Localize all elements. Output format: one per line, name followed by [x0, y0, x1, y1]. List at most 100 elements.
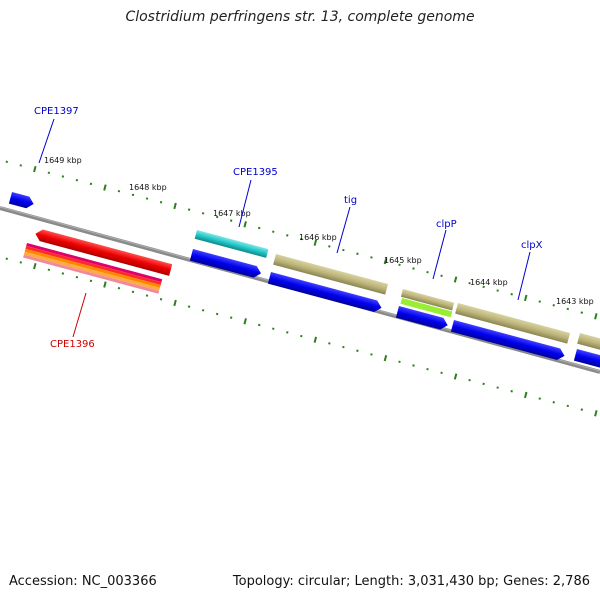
gene-leader-lines: [38, 118, 531, 338]
ruler-label: 1644 kbp: [470, 278, 508, 287]
ruler-major-tick: [313, 239, 318, 246]
ruler-minor-tick: [398, 263, 401, 267]
gene-label-tig: tig: [344, 195, 357, 206]
reverse-strand-features: [23, 229, 173, 294]
ruler-minor-tick: [201, 212, 205, 215]
ruler-minor-tick: [89, 182, 93, 186]
ruler-minor-tick: [510, 293, 513, 296]
ruler-major-tick: [103, 281, 107, 288]
ruler-minor-tick: [215, 312, 219, 316]
ruler-major-tick: [523, 294, 528, 302]
ruler-major-tick: [173, 202, 177, 210]
ruler-minor-tick: [328, 245, 331, 248]
ruler-major-tick: [383, 257, 388, 265]
ruler-minor-tick: [229, 219, 233, 222]
ruler-major-tick: [594, 410, 598, 417]
ruler-minor-tick: [272, 230, 275, 233]
clpp-olive-feature: [400, 289, 455, 311]
clpp-lime-feature: [400, 298, 453, 318]
ruler-minor-tick: [342, 345, 345, 349]
ruler-minor-tick: [187, 208, 191, 211]
ruler-minor-tick: [496, 289, 499, 292]
ruler-minor-tick: [286, 331, 289, 334]
ruler-minor-tick: [328, 342, 331, 345]
ruler-label: 1649 kbp: [44, 156, 82, 165]
forward-strand-features: [8, 192, 600, 369]
ruler-minor-tick: [552, 401, 555, 404]
ruler-major-tick: [453, 373, 458, 380]
ruler-minor-tick: [215, 215, 219, 219]
ruler-minor-tick: [5, 160, 8, 163]
ruler-major-tick: [313, 336, 318, 343]
outer-tick-row: [5, 160, 598, 320]
ruler-minor-tick: [159, 201, 163, 204]
genome-summary-text: Topology: circular; Length: 3,031,430 bp…: [232, 574, 590, 589]
ruler-minor-tick: [258, 226, 261, 230]
ruler-label: 1648 kbp: [129, 183, 167, 192]
ruler-minor-tick: [201, 309, 205, 312]
ruler-minor-tick: [145, 197, 149, 200]
ruler-minor-tick: [117, 286, 121, 290]
gene-label-cpe1395: CPE1395: [233, 167, 278, 178]
tig-blue-cds: [267, 272, 382, 313]
ruler-minor-tick: [131, 193, 135, 197]
cpe1397-arrow: [8, 192, 34, 209]
ruler-minor-tick: [580, 311, 584, 314]
gene-label-cpe1397: CPE1397: [34, 106, 79, 117]
ruler-minor-tick: [286, 234, 289, 237]
ruler-minor-tick: [566, 307, 570, 311]
ruler-major-tick: [243, 318, 247, 325]
ruler-major-tick: [103, 184, 107, 191]
ruler-minor-tick: [356, 349, 359, 352]
ruler-minor-tick: [426, 270, 429, 274]
ruler-major-tick: [594, 313, 598, 320]
clpx-olive-feature: [455, 303, 571, 344]
ruler-minor-tick: [75, 178, 79, 182]
inner-tick-row: [5, 257, 598, 417]
ruler-minor-tick: [47, 268, 51, 272]
right-edge-olive-feature: [577, 333, 600, 352]
ruler-minor-tick: [19, 164, 23, 167]
ruler-minor-tick: [482, 285, 485, 289]
ruler-minor-tick: [552, 304, 555, 307]
ruler-labels: 1649 kbp 1648 kbp 1647 kbp 1646 kbp 1645…: [44, 156, 594, 306]
ruler-minor-tick: [370, 353, 373, 356]
ruler-major-tick: [173, 299, 177, 307]
cyan-blue-cds: [189, 249, 261, 278]
cpe1396-stripes: [23, 243, 163, 294]
cyan-feature: [194, 230, 269, 258]
ruler-minor-tick: [258, 323, 261, 327]
clpp-blue-cds: [395, 306, 448, 330]
map-title: Clostridium perfringens str. 13, complet…: [125, 9, 475, 25]
ruler-major-tick: [33, 262, 37, 270]
ruler-minor-tick: [19, 261, 23, 264]
right-edge-blue-cds: [573, 349, 600, 369]
ruler-major-tick: [523, 391, 528, 399]
ruler-major-tick: [383, 354, 388, 362]
gene-label-cpe1396: CPE1396: [50, 339, 95, 350]
ruler-minor-tick: [370, 256, 373, 259]
ruler-minor-tick: [468, 281, 471, 285]
ruler-minor-tick: [159, 298, 163, 301]
gene-labels: CPE1397 CPE1395 tig clpP clpX CPE1396: [34, 106, 543, 350]
cpe1396-red-arrow: [35, 229, 173, 276]
ruler-minor-tick: [440, 274, 443, 278]
clpx-blue-cds: [450, 320, 565, 361]
ruler-label: 1645 kbp: [384, 256, 422, 265]
ruler-minor-tick: [300, 237, 303, 241]
ruler-minor-tick: [538, 397, 541, 400]
ruler-minor-tick: [412, 364, 415, 367]
ruler-minor-tick: [356, 252, 359, 255]
ruler-minor-tick: [131, 290, 135, 294]
ruler-label: 1643 kbp: [556, 297, 594, 306]
ruler-minor-tick: [61, 175, 65, 178]
ruler-minor-tick: [47, 171, 51, 175]
ruler-minor-tick: [468, 378, 471, 382]
gene-label-clpx: clpX: [521, 240, 543, 251]
ruler-label: 1646 kbp: [299, 233, 337, 242]
ruler-major-tick: [243, 221, 247, 228]
ruler-minor-tick: [5, 257, 8, 260]
ruler-minor-tick: [426, 367, 429, 371]
ruler-minor-tick: [440, 371, 443, 375]
